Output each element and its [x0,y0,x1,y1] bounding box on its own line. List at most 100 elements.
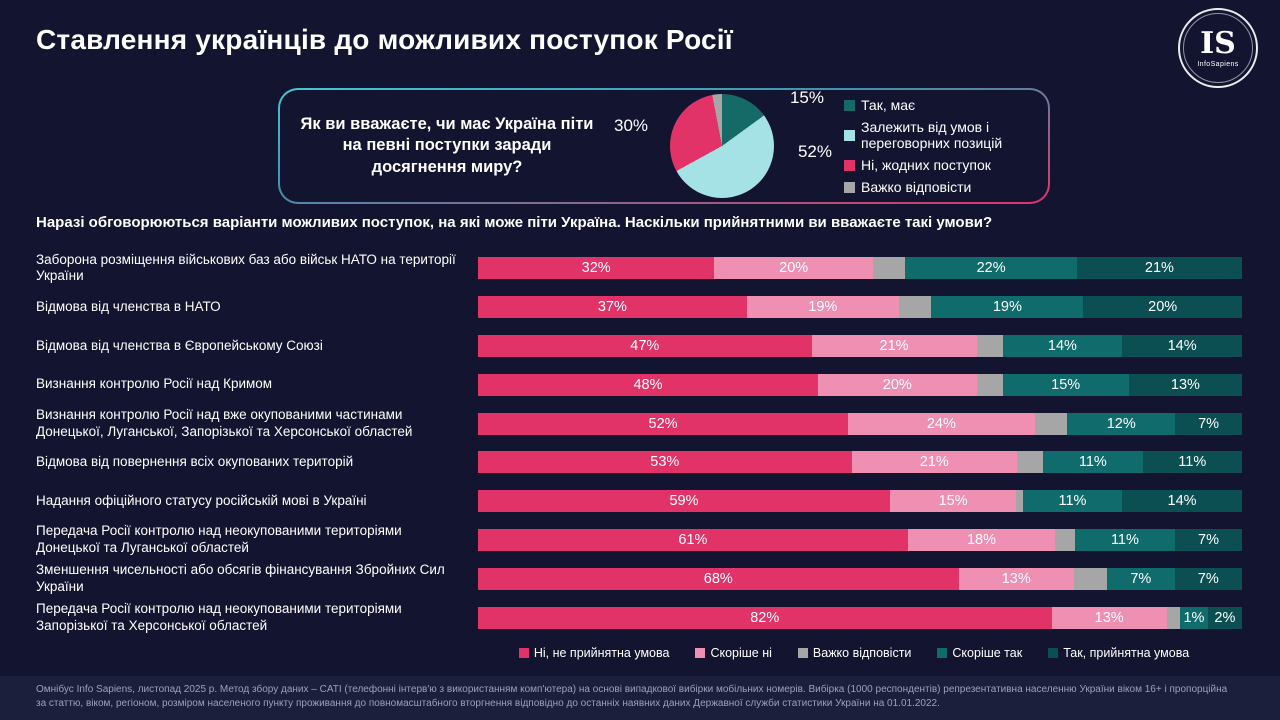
pie-legend-label: Залежить від умов і переговорних позицій [861,119,1003,151]
bar-value-label: 15% [938,493,968,510]
stacked-bar: 47% 21% 14% 14% [478,334,1242,357]
bar-value-label: 20% [779,260,809,277]
bar-segment: 14% [1002,334,1123,357]
bar-segment: 21% [851,451,1018,474]
question-panel-inner: Як ви вважаєте, чи має Україна піти на п… [280,88,1048,202]
bar-value-label: 47% [630,337,660,354]
bar-value-label: 21% [919,454,949,471]
stacked-bar: 52% 24% 12% 7% [478,412,1243,435]
bar-value-label: 48% [633,376,663,393]
legend-swatch-icon [1048,648,1059,658]
bar-value-label: 22% [976,260,1006,277]
legend-swatch-icon [695,648,706,658]
bar-segment: 11% [1142,451,1242,474]
bar-legend-item: Важко відповісти [797,646,912,660]
pie-legend-item: Важко відповісти [844,179,1032,195]
bar-segment: 47% [478,334,812,357]
bar-segment: 2% [1207,606,1242,629]
bar-value-label: 14% [1167,337,1197,354]
bar-segment: 18% [907,528,1056,551]
bar-value-label: 13% [1094,609,1124,626]
pie-chart-wrap: 15% 52% 30% [614,88,832,198]
bar-segment: 13% [1051,606,1167,629]
bar-legend: Ні, не прийнятна умова Скоріше ні Важко ві… [478,646,1230,660]
bar-legend-label: Скоріше так [952,646,1023,660]
legend-swatch-icon [844,159,855,171]
bar-value-label: 52% [648,415,678,432]
bar-value-label: 18% [966,531,996,548]
bar-segment [872,257,906,280]
bar-segment: 82% [478,606,1052,629]
page-title: Ставлення українців до можливих поступок… [36,24,733,55]
bar-value-label: 24% [926,415,956,432]
bar-segment [1016,490,1023,513]
bar-segment: 7% [1175,528,1242,551]
bar-value-label: 20% [882,376,912,393]
bar-segment: 68% [478,567,959,590]
bar-segment [1166,606,1181,629]
bar-segment: 11% [1074,528,1176,551]
bar-value-label: 11% [1078,454,1107,471]
bar-value-label: 14% [1167,493,1197,510]
bar-row: Визнання контролю Росії над Кримом 48% 20%… [36,365,1243,404]
bar-row: Передача Росії контролю над неокупованим… [36,598,1242,637]
bar-value-label: 68% [703,570,733,587]
bar-value-label: 13% [1170,376,1200,393]
logo-initials: IS [1200,25,1236,61]
bar-value-label: 2% [1214,609,1236,626]
bar-segment [1034,412,1068,435]
bar-row: Відмова від членства в НАТО 37% 19% 19% 20% [36,288,1242,327]
stacked-bar: 48% 20% 15% 13% [478,373,1243,396]
pie-legend-label: Важко відповісти [861,179,972,195]
bar-segment: 13% [958,567,1074,590]
bar-row: Зменшення чисельності або обсягів фінанс… [36,559,1242,598]
footnote: Омнібус Info Sapiens, листопад 2025 р. М… [0,676,1280,720]
pie-question: Як ви вважаєте, чи має Україна піти на п… [300,114,594,176]
bar-value-label: 12% [1106,415,1136,432]
bar-legend-label: Важко відповісти [812,646,912,660]
bar-segment: 32% [478,257,715,280]
bar-value-label: 21% [879,337,909,354]
bar-segment [1017,451,1044,474]
bar-category-label: Відмова від повернення всіх окупованих т… [36,453,354,469]
bar-segment: 1% [1180,606,1208,629]
bar-legend-label: Ні, не прийнятна умова [533,646,670,660]
bar-category-label: Відмова від членства в Європейському Сою… [36,337,323,353]
bar-category-label: Передача Росії контролю над неокупованим… [36,523,402,555]
bar-legend-item: Так, прийнятна умова [1048,646,1189,660]
stacked-bar: 32% 20% 22% 21% [478,257,1242,280]
pie-value-label: 15% [789,88,824,107]
bar-value-label: 37% [597,299,627,316]
bar-value-label: 19% [808,299,838,316]
bar-segment: 19% [746,296,899,319]
pie-legend-item: Ні, жодних поступок [844,157,1032,173]
logo-name: InfoSapiens [1197,60,1239,68]
bar-value-label: 11% [1058,493,1087,510]
bar-segment: 37% [478,296,747,319]
legend-swatch-icon [937,648,948,658]
bar-row: Заборона розміщення військових баз або в… [36,249,1242,288]
stacked-bar: 59% 15% 11% 14% [478,490,1242,513]
bar-segment: 13% [1128,373,1243,396]
stacked-bar: 82% 13% 1% 2% [478,606,1242,629]
pie-value-label: 52% [797,142,832,161]
pie-legend: Так, має Залежить від умов і переговорних… [844,97,1032,195]
bar-segment: 11% [1022,490,1123,513]
bar-legend-label: Скоріше ні [710,646,772,660]
bar-segment [1073,567,1108,590]
pie-legend-label: Ні, жодних поступок [861,157,991,173]
pie-legend-item: Залежить від умов і переговорних позицій [844,119,1032,151]
infosapiens-logo: IS InfoSapiens [1178,8,1258,88]
bar-segment: 24% [848,412,1035,435]
bar-row: Визнання контролю Росії над вже окупован… [36,404,1243,443]
bar-segment: 20% [714,257,873,280]
bar-value-label: 32% [581,260,611,277]
bar-legend-item: Скоріше ні [695,646,772,660]
bar-segment: 15% [1002,373,1129,396]
bar-category-label: Передача Росії контролю над неокупованим… [36,600,402,633]
bar-segment: 7% [1174,567,1242,590]
question-panel: Як ви вважаєте, чи має Україна піти на п… [278,88,1050,204]
bar-segment: 59% [478,490,890,513]
bar-segment [898,296,932,319]
bar-segment: 14% [1122,490,1242,513]
